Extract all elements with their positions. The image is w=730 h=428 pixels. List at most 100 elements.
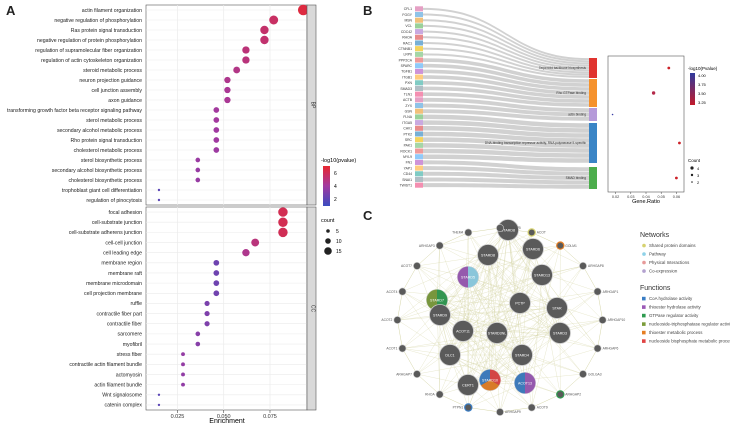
- b-gene-label: LRP6: [404, 53, 413, 57]
- a-term-label: membrane microdomain: [86, 281, 142, 287]
- c-function-swatch: [642, 322, 646, 326]
- b-gene-label: FN1: [406, 161, 413, 165]
- c-outer-node: [496, 224, 504, 232]
- b-gene-label: CTNNB1: [398, 47, 412, 51]
- c-node-function-slice: [457, 266, 468, 288]
- a-term-label: myofibril: [123, 342, 142, 348]
- c-outer-node-label: ARHGAP8: [588, 264, 604, 268]
- b-gene-label: TLN1: [404, 92, 412, 96]
- c-node: [486, 322, 508, 344]
- a-dot: [251, 238, 260, 247]
- a-dot: [297, 4, 309, 16]
- b-term-block: [589, 79, 597, 107]
- c-edge: [496, 229, 509, 334]
- c-edge: [560, 373, 584, 395]
- c-edge: [439, 394, 469, 408]
- c-node-label: STARD3NL: [488, 331, 507, 335]
- c-outer-node-label: ACOT1: [386, 347, 397, 351]
- b-gene-block: [415, 182, 423, 188]
- a-term-label: Ras protein signal transduction: [71, 28, 142, 34]
- b-gene-label: TGFB1: [401, 70, 412, 74]
- genemania-network: STARD8 STARD6 STARD8 STARD13 STARD5 PCTP STAR S…: [381, 219, 730, 416]
- a-facet-box-1: [145, 206, 308, 411]
- b-sankey-ribbon: [423, 160, 589, 172]
- b-gene-block: [415, 68, 423, 74]
- c-edge: [582, 348, 598, 375]
- b-gene-label: FGGY: [402, 13, 412, 17]
- a-term-label: negative regulation of protein phosphory…: [37, 38, 142, 44]
- c-edge: [439, 274, 543, 316]
- panel-letter-c: C: [363, 208, 373, 223]
- c-edge: [524, 307, 558, 384]
- a-dot: [278, 217, 288, 227]
- c-edge: [531, 307, 558, 408]
- b-gene-block: [415, 80, 423, 86]
- go-enrichment-dotplot: actin filament organization negative regu…: [7, 4, 356, 425]
- a-term-label: sterol metabolic process: [86, 118, 142, 124]
- a-x-axis-label: Enrichment: [209, 418, 244, 425]
- b-gene-block: [415, 120, 423, 126]
- a-term-label: Rho protein signal transduction: [70, 138, 142, 144]
- c-edge: [402, 254, 489, 292]
- c-node: [531, 264, 553, 286]
- a-dot: [213, 127, 220, 133]
- c-node-label: STARD13: [534, 273, 550, 277]
- c-network-swatch: [642, 243, 646, 248]
- b-gene-label: SRC: [405, 138, 413, 142]
- b-size-tick-1: 3: [697, 173, 700, 178]
- c-edge: [489, 274, 543, 381]
- a-x-tick-label: 0.025: [171, 414, 185, 420]
- c-edge: [507, 229, 521, 304]
- b-dot-panel: [607, 55, 685, 193]
- b-gene-block: [415, 29, 423, 35]
- c-node: [509, 292, 531, 314]
- b-sankey-ribbon: [423, 166, 589, 176]
- c-edge: [467, 229, 509, 386]
- b-gene-block: [415, 137, 423, 143]
- a-dot: [204, 321, 210, 327]
- c-edge: [467, 254, 489, 386]
- c-outer-node-label: RHOA: [425, 393, 435, 397]
- c-functions-title: Functions: [640, 285, 671, 292]
- b-gene-block: [415, 6, 423, 12]
- c-network-label: Physical Interactions: [649, 260, 690, 265]
- c-outer-node: [435, 390, 444, 399]
- c-node-label: STARD6: [526, 247, 540, 251]
- b-size-key-1: [690, 173, 694, 177]
- c-network-swatch: [642, 269, 646, 273]
- b-term-label: Rho GTPase binding: [556, 91, 586, 95]
- b-gene-label: VCL: [405, 24, 412, 28]
- a-term-label: regulation of pinocytosis: [86, 198, 142, 204]
- b-sankey-ribbon: [423, 131, 589, 143]
- c-edge: [597, 291, 603, 321]
- c-edge: [416, 248, 534, 267]
- c-function-swatch: [642, 339, 646, 343]
- c-edge: [462, 291, 598, 332]
- c-edge: [467, 276, 523, 356]
- a-dot: [278, 227, 288, 238]
- c-node-label: STARD5: [461, 275, 475, 279]
- a-term-label: cell junction assembly: [92, 88, 143, 94]
- b-gene-block: [415, 17, 423, 23]
- c-edge: [489, 248, 534, 381]
- b-gene-label: YAP1: [404, 166, 413, 170]
- b-gene-block: [415, 165, 423, 171]
- a-color-bar: [323, 166, 330, 206]
- c-edge: [496, 245, 561, 334]
- c-edge: [416, 265, 561, 334]
- b-gene-block: [415, 176, 423, 183]
- c-edge: [436, 229, 509, 301]
- b-gene-block: [415, 11, 423, 18]
- c-edge: [449, 274, 543, 356]
- c-function-swatch: [642, 296, 646, 301]
- b-gene-label: MYL9: [403, 155, 412, 159]
- c-network-swatch: [642, 260, 646, 265]
- c-edge: [439, 232, 469, 246]
- a-term-label: cell projection membrane: [84, 291, 142, 297]
- c-networks-title: Networks: [640, 232, 670, 239]
- c-node-function-slice: [468, 266, 479, 288]
- a-facet-strip-label: BP: [310, 102, 316, 109]
- c-node-label: STARD9: [433, 313, 447, 317]
- c-node-label: DLC1: [445, 353, 454, 357]
- a-dot: [213, 117, 220, 123]
